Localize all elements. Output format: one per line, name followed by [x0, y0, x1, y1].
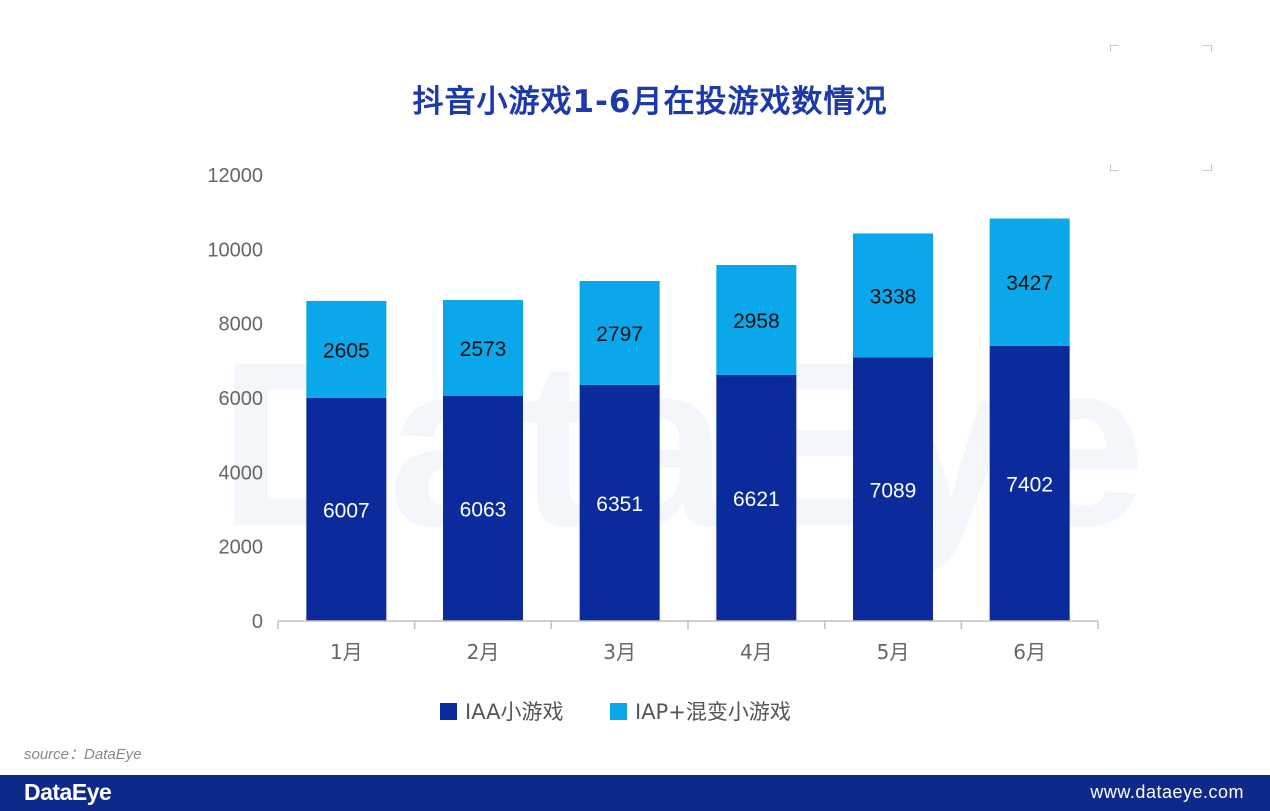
data-label: 2958: [733, 310, 780, 333]
data-label: 2605: [323, 339, 370, 362]
data-label: 7402: [1006, 473, 1053, 496]
frame-corner-bottom-left: [1110, 164, 1119, 171]
bar-segment-iaa-4: [716, 374, 797, 621]
data-label: 6007: [323, 499, 370, 522]
footer-url: www.dataeye.com: [1090, 782, 1244, 802]
frame-corner-top-right: [1203, 45, 1212, 52]
x-axis: 1月 2月 3月 4月 5月 6月: [277, 620, 1099, 664]
data-label: 7089: [870, 479, 917, 502]
bar-segment-iaa-5: [853, 357, 933, 621]
bar-segment-iaa-1: [306, 397, 387, 621]
x-tick-label: 2月: [467, 640, 500, 664]
data-label: 6063: [460, 498, 507, 521]
x-tick-label: 5月: [877, 640, 910, 664]
data-label: 2797: [596, 323, 643, 346]
frame-corner-top-left: [1110, 45, 1119, 52]
bar-segment-iaa-2: [443, 395, 523, 621]
data-label: 3427: [1006, 272, 1053, 295]
bar-segment-iap-1: [306, 300, 387, 398]
bar-segment-iap-6: [989, 218, 1070, 346]
footer-bar: DataEye www.dataeye.com: [0, 775, 1270, 811]
chart-title: 抖音小游戏1-6月在投游戏数情况: [412, 84, 888, 120]
frame-corner-bottom-right: [1203, 164, 1212, 171]
bar-segment-iaa-3: [579, 384, 660, 621]
y-axis-ticks: 0 2000 4000 6000 8000 10000 12000: [207, 165, 263, 633]
data-label: 2573: [460, 338, 507, 361]
y-tick-label: 2000: [219, 537, 264, 559]
x-tick-label: 1月: [330, 640, 363, 664]
footer-logo: DataEye: [24, 779, 112, 805]
y-tick-label: 10000: [207, 239, 263, 261]
source-note: source：DataEye: [24, 746, 142, 763]
bar-segment-iap-3: [579, 280, 660, 385]
x-tick-label: 3月: [603, 640, 636, 664]
data-label: 6621: [733, 488, 780, 511]
y-tick-label: 8000: [219, 314, 264, 336]
bars: 6007 2605 6063 2573 6351 2797 6621 2958 7089 3338…: [306, 218, 1070, 621]
bar-segment-iap-5: [853, 233, 933, 358]
legend-swatch: [610, 703, 627, 720]
data-label: 6351: [596, 493, 643, 516]
bar-segment-iaa-6: [989, 345, 1070, 621]
legend-label: IAP+混变小游戏: [635, 700, 791, 724]
bar-segment-iap-4: [716, 264, 797, 375]
legend-swatch: [440, 703, 457, 720]
y-tick-label: 4000: [219, 462, 264, 484]
x-tick-label: 4月: [740, 640, 773, 664]
bar-segment-iap-2: [443, 300, 523, 396]
y-tick-label: 12000: [207, 165, 263, 187]
x-tick-label: 6月: [1013, 640, 1046, 664]
data-label: 3338: [870, 285, 917, 308]
y-tick-label: 0: [252, 611, 263, 633]
y-tick-label: 6000: [219, 388, 264, 410]
legend-label: IAA小游戏: [465, 700, 564, 724]
legend: IAA小游戏 IAP+混变小游戏: [440, 700, 791, 724]
